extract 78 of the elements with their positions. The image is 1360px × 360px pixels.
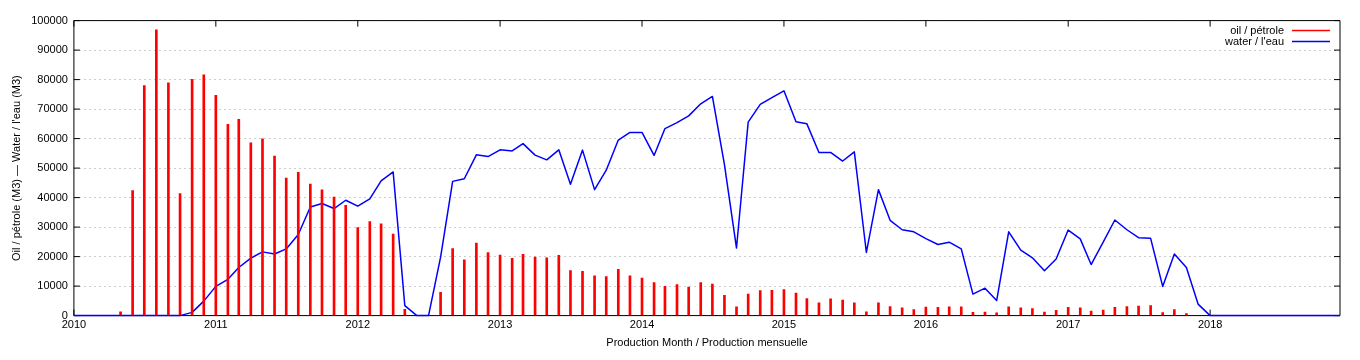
bar [1173,309,1176,316]
y-tick-label: 0 [61,308,68,321]
bar [1137,305,1140,316]
bar [545,257,549,316]
y-tick-label: 70000 [37,102,68,115]
x-tick-label: 2016 [913,318,939,331]
bar [1007,306,1011,316]
bar [296,171,300,316]
bar [273,155,276,316]
bar [853,302,856,316]
y-tick-label: 100000 [31,13,68,26]
bar [439,291,442,316]
bar [1078,307,1082,316]
bar [237,119,241,316]
bar [557,255,561,316]
bar [758,290,762,316]
bar [202,74,206,316]
bar [284,177,288,316]
bar [1149,305,1152,316]
bar [569,270,572,316]
bar [723,294,726,316]
bar [155,29,158,316]
bar [959,306,963,316]
bar [877,302,880,316]
bar [1185,313,1188,316]
y-tick-label: 80000 [37,72,68,85]
bar [593,275,596,316]
bar [616,268,620,316]
legend-label: oil / pétrole [1230,23,1284,36]
bar [344,204,348,316]
bar [865,311,868,316]
x-tick-label: 2010 [61,318,87,331]
bar [1101,309,1105,316]
x-tick-label: 2011 [204,318,228,331]
x-tick-label: 2018 [1197,318,1223,331]
y-tick-label: 90000 [37,43,68,56]
bar [475,242,478,316]
bar [841,299,844,316]
bar [604,276,608,316]
x-tick-label: 2013 [487,318,513,331]
bar [462,259,466,316]
y-axis-title: Oil / pétrole (M3) — Water / l'eau (M3) [9,75,22,261]
y-tick-label: 10000 [37,279,68,292]
bar [829,298,832,316]
y-tick-label: 60000 [37,131,68,144]
bar [1161,312,1165,316]
bar [687,286,691,316]
legend-label: water / l'eau [1224,34,1284,47]
bar [356,227,360,316]
bar [1066,307,1070,316]
bar [912,309,916,316]
bar [746,293,750,316]
bar [309,183,312,316]
bar [947,306,951,316]
x-tick-label: 2012 [345,318,371,331]
x-tick-label: 2014 [629,318,655,331]
bar [1043,311,1046,316]
bar [451,248,454,316]
y-tick-label: 50000 [37,161,68,174]
bar [1019,307,1023,316]
bar [711,283,714,316]
bar [403,309,407,316]
bar [142,85,146,316]
bar [581,271,584,316]
bar [167,82,170,316]
y-tick-label: 20000 [37,249,68,262]
x-tick-label: 2015 [771,318,797,331]
bar [131,190,134,316]
bar [368,221,372,316]
bar [1031,308,1034,316]
x-axis-title: Production Month / Production mensuelle [606,336,808,349]
y-tick-label: 40000 [37,190,68,203]
bar [735,306,738,316]
x-tick-label: 2017 [1055,318,1081,331]
bar [699,282,703,316]
bar [119,311,122,316]
y-tick-label: 30000 [37,220,68,233]
bar [261,138,264,316]
